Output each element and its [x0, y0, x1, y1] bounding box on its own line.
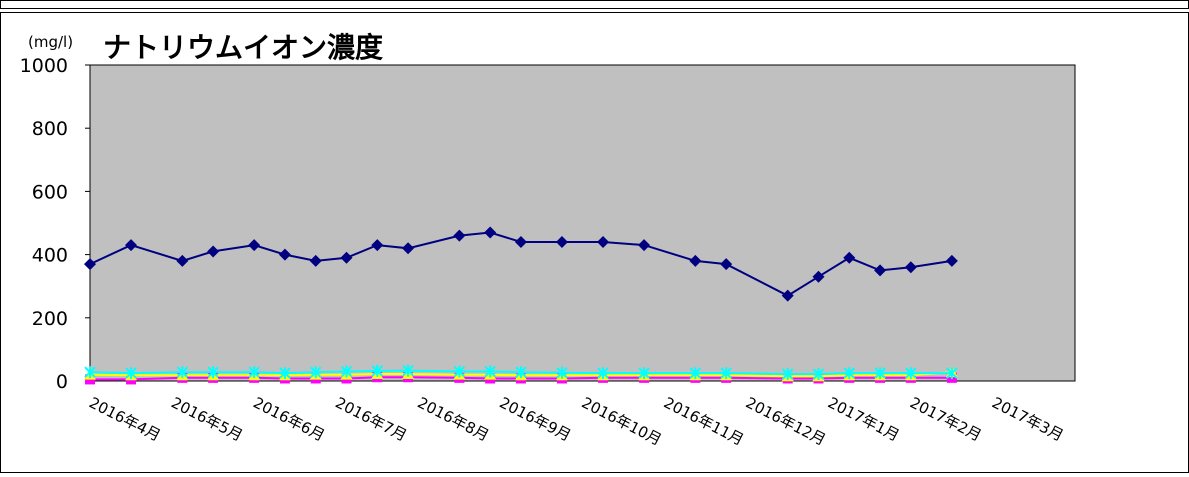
data-point — [556, 366, 568, 379]
data-point — [843, 251, 856, 264]
data-point — [905, 367, 917, 380]
data-point — [720, 258, 733, 271]
data-point — [781, 289, 794, 302]
chart-title: ナトリウムイオン濃度 — [103, 31, 383, 64]
data-point — [371, 364, 383, 377]
y-tick-label: 1000 — [20, 55, 68, 77]
series-0 — [84, 226, 958, 302]
y-tick-label: 400 — [32, 245, 68, 267]
data-point — [207, 366, 219, 379]
data-point — [720, 367, 732, 380]
data-point — [340, 251, 353, 264]
series-3 — [84, 364, 958, 381]
y-tick-label: 600 — [32, 181, 68, 203]
data-point — [597, 367, 609, 380]
data-point — [945, 254, 958, 267]
top-panel-edge — [0, 0, 1189, 9]
data-point — [176, 254, 189, 267]
data-point — [597, 235, 610, 248]
data-point — [310, 366, 322, 379]
data-point — [176, 366, 189, 379]
data-point — [207, 245, 220, 258]
data-point — [453, 229, 466, 242]
unit-label: (mg/l) — [28, 33, 73, 51]
data-point — [84, 258, 96, 271]
data-point — [484, 226, 497, 239]
y-tick-label: 200 — [32, 308, 68, 330]
data-point — [904, 261, 917, 274]
data-point — [843, 367, 855, 380]
data-point — [555, 235, 568, 248]
data-point — [812, 368, 825, 381]
data-point — [453, 365, 466, 378]
data-point — [874, 367, 886, 380]
data-point — [279, 367, 291, 380]
y-tick-label: 0 — [56, 371, 68, 393]
data-point — [484, 365, 496, 378]
y-tick-label: 800 — [32, 118, 68, 140]
data-point — [515, 366, 527, 379]
data-point — [402, 242, 415, 255]
data-point — [84, 366, 96, 379]
data-point — [125, 239, 138, 252]
data-point — [946, 367, 958, 380]
series-layer — [84, 226, 958, 385]
data-point — [402, 364, 414, 377]
data-point — [371, 239, 384, 252]
y-axis: 0 200 400 600 800 1000 — [20, 55, 90, 393]
data-point — [309, 254, 322, 267]
data-point — [340, 365, 353, 378]
data-point — [782, 368, 794, 381]
data-point — [638, 239, 651, 252]
series-line — [89, 231, 953, 297]
series-line — [89, 371, 952, 378]
data-point — [689, 367, 702, 380]
data-point — [874, 264, 887, 277]
series-line — [89, 369, 952, 375]
data-point — [278, 248, 291, 261]
plot-area — [89, 64, 1076, 382]
data-point — [514, 235, 527, 248]
data-point — [125, 367, 137, 380]
data-point — [248, 239, 261, 252]
data-point — [248, 366, 260, 379]
data-point — [812, 270, 825, 283]
data-point — [689, 254, 702, 267]
data-point — [638, 367, 650, 380]
